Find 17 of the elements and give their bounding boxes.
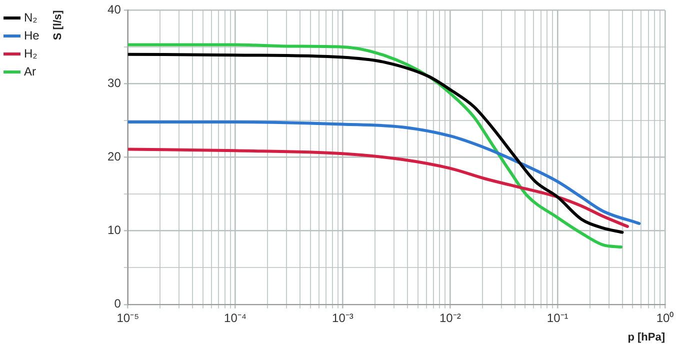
y-tick-label: 0 [114, 296, 122, 311]
x-tick-label: 10⁻⁵ [116, 310, 140, 325]
x-tick-label: 10⁻¹ [546, 310, 568, 325]
y-axis-title: S [l/s] [52, 10, 64, 40]
x-tick-label: 10⁻³ [332, 310, 354, 325]
legend-label: N₂ [24, 10, 38, 24]
x-tick-label: 10⁻² [439, 310, 461, 325]
x-tick-label: 10⁻⁴ [224, 310, 247, 325]
legend-label: Ar [24, 64, 36, 78]
y-tick-label: 30 [108, 76, 122, 90]
legend-label: H₂ [24, 46, 38, 60]
y-tick-label: 40 [108, 2, 122, 17]
x-tick-label: 10⁰ [656, 310, 674, 325]
legend-label: He [24, 28, 40, 42]
y-tick-label: 20 [108, 150, 122, 164]
y-tick-label: 10 [108, 223, 122, 238]
x-axis-title: p [hPa] [628, 331, 666, 344]
